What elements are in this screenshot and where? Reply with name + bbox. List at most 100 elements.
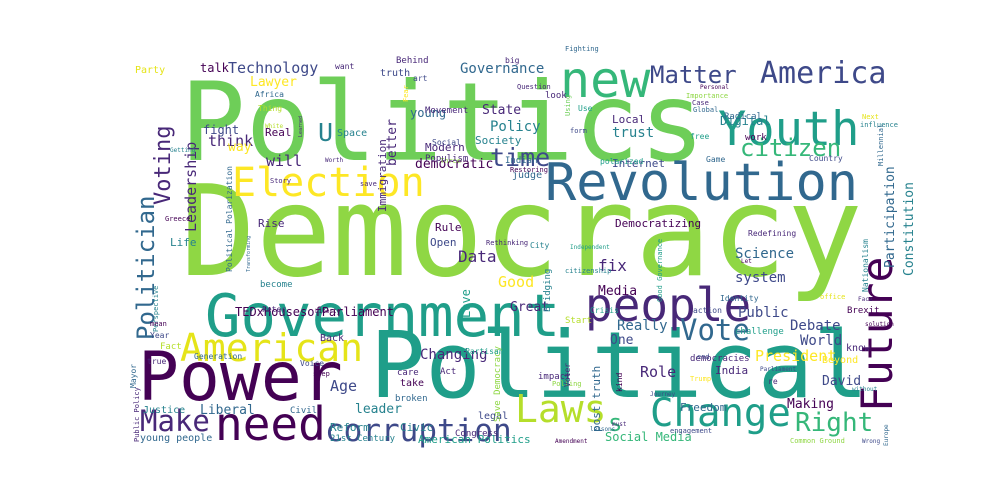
word: Save Democracy (493, 346, 503, 422)
word: Political Polarization (225, 166, 234, 272)
word: Movement (425, 106, 468, 116)
word: Amendment (555, 438, 588, 445)
word: Modern (425, 141, 465, 154)
word: Good Governance (656, 239, 664, 302)
word: Transforming (246, 236, 252, 272)
word: Bridging (543, 269, 553, 312)
word: Immigration (376, 139, 389, 212)
word: Importance (686, 92, 728, 100)
word: mean (150, 320, 167, 328)
word: judge (512, 170, 542, 181)
word: Learned (298, 116, 304, 137)
word: corruption (325, 413, 512, 449)
word: Digital (720, 114, 771, 128)
word: Fighting (565, 45, 599, 53)
word: Voice (300, 359, 324, 368)
word: Democracy (180, 158, 863, 305)
word: David (822, 374, 861, 389)
word: Revolution (545, 153, 858, 213)
word: impact (538, 372, 571, 382)
word: Crisis (590, 306, 619, 315)
word: Future (853, 257, 903, 412)
word: Vote (680, 313, 750, 347)
word: State (482, 103, 521, 118)
word: Populism (425, 154, 468, 164)
word: Question (517, 83, 551, 91)
word: Radical (724, 112, 762, 122)
word: Common Ground (790, 437, 845, 445)
word: Political (370, 312, 869, 419)
word: Personal (700, 84, 729, 91)
word: must (612, 421, 627, 428)
word: way (228, 140, 252, 155)
word: young people (140, 433, 212, 444)
word: Freedom (680, 401, 727, 414)
word: Democratizing (615, 217, 701, 230)
word: leader (355, 402, 402, 417)
word: Liberal (200, 403, 255, 418)
word: become (260, 280, 293, 290)
word: Role (640, 363, 676, 381)
word: Youth (718, 102, 859, 157)
word: Society (475, 134, 522, 147)
word: Global (693, 106, 718, 114)
word: India (715, 364, 748, 377)
word: Real (265, 126, 292, 139)
word: Change (650, 391, 791, 436)
word: free (690, 132, 709, 141)
word: TEDxHousesofParliament (235, 305, 394, 319)
word: Participation (883, 166, 898, 268)
word: Congress (455, 429, 498, 439)
word: Country (809, 154, 843, 163)
word: Wrong (862, 438, 880, 445)
word: citizenship (565, 267, 611, 275)
word: Face (858, 296, 873, 303)
word: America (760, 56, 886, 91)
word: Next (862, 113, 879, 121)
word: President (755, 347, 836, 365)
word: Local (612, 113, 645, 126)
word: Public Policy (133, 387, 141, 442)
word: care (397, 368, 419, 378)
word: broken (395, 394, 428, 404)
word: Thing (258, 104, 282, 113)
word: Trump (690, 375, 711, 383)
word: trust (612, 125, 654, 141)
word: Election (232, 160, 425, 206)
word: Brexit (847, 306, 880, 316)
word: fight (203, 123, 239, 137)
word: Make (140, 404, 210, 438)
word: Millennial (877, 124, 885, 166)
word: Debate (790, 318, 841, 334)
word: office (820, 293, 845, 301)
word: true (147, 357, 166, 366)
word: Liberty (315, 308, 341, 315)
word: Social (432, 138, 461, 147)
word: Voter (563, 363, 572, 387)
word: Leadership (182, 142, 200, 232)
word: Using (564, 95, 572, 116)
word: Data (458, 247, 497, 266)
word: Science (735, 246, 794, 262)
word: take (400, 378, 424, 389)
word: Rethinking (486, 239, 528, 247)
word: Africa (255, 90, 284, 99)
word: Greece (165, 215, 190, 223)
word: Internet (612, 157, 665, 170)
word: Technology (228, 59, 318, 77)
word: American Politics (418, 433, 531, 446)
word: work (745, 133, 767, 143)
word: Perspective (152, 286, 160, 332)
word: Fact (160, 342, 182, 352)
word: Rule (435, 221, 462, 234)
word: lessons (590, 426, 616, 433)
word: better (385, 119, 400, 166)
word: save (360, 180, 377, 188)
word: Policy (490, 119, 541, 135)
word: kind (615, 373, 624, 392)
word: engagement (670, 427, 712, 435)
word: Matter (650, 61, 737, 89)
word: Game (706, 155, 725, 164)
word: Government (205, 281, 560, 350)
word: City (530, 241, 549, 250)
